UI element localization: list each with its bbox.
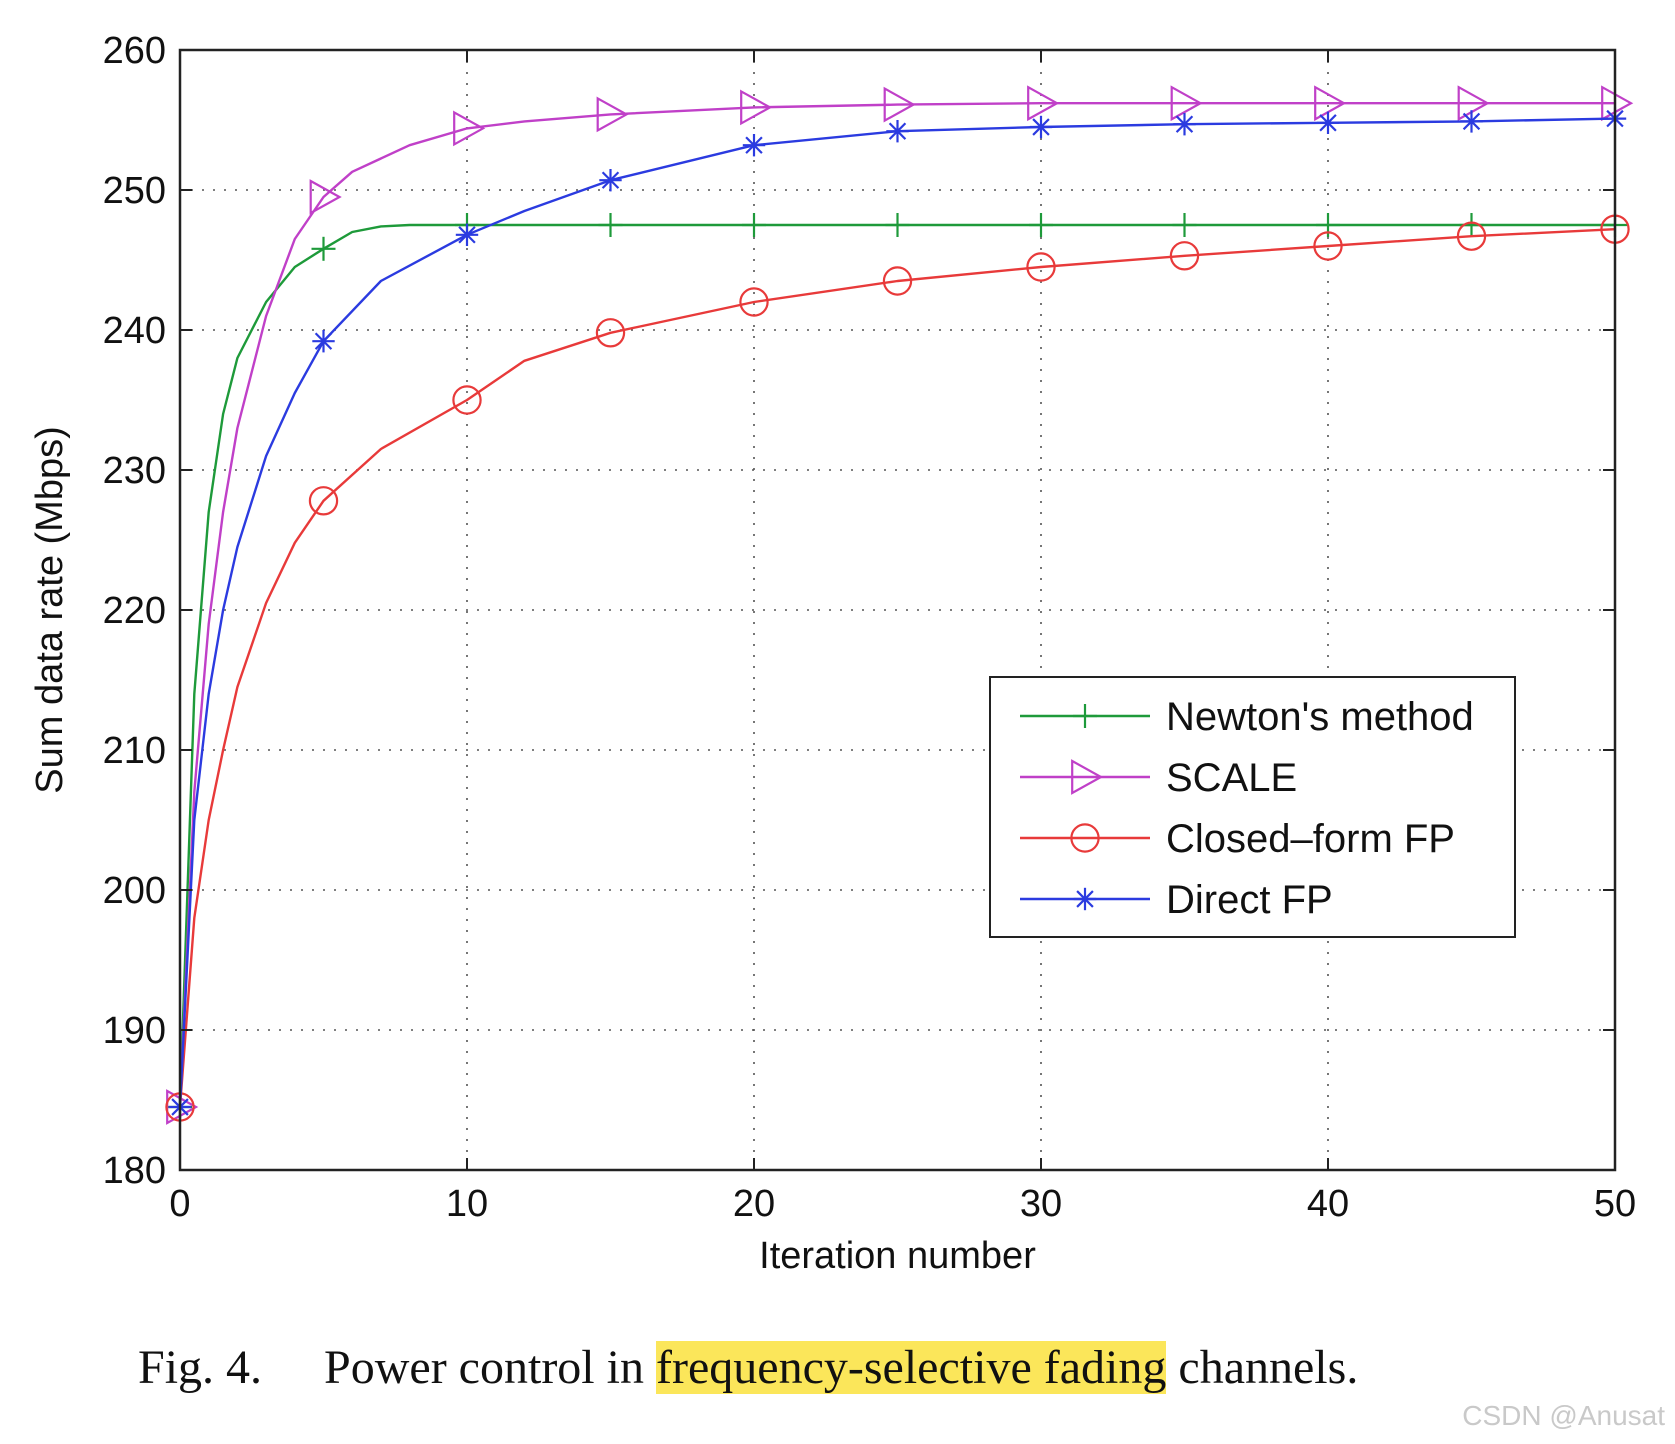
watermark: CSDN @Anusat [1462,1400,1665,1431]
data-point-marker [1173,113,1196,136]
data-point-marker [309,179,342,215]
data-point-marker [595,318,626,348]
legend: Newton's method SCALE Closed–form FP Direct… [989,676,1516,938]
data-point-marker [886,120,909,143]
series-1 [166,85,1634,1125]
data-point-marker [1456,221,1487,251]
figure-caption: Fig. 4. Power control in frequency-select… [138,1340,1358,1395]
legend-label: Newton's method [1166,695,1474,739]
data-point-marker [1029,115,1053,139]
legend-box [989,676,1516,938]
y-tick-label: 220 [103,590,166,632]
data-point-marker [885,213,910,237]
caption-figure-label: Fig. 4. [138,1341,263,1394]
legend-label: SCALE [1166,756,1297,800]
data-point-marker [742,213,766,237]
series-3 [168,107,1627,1119]
caption-highlighted-text: frequency-selective fading [655,1341,1167,1394]
y-tick-label: 200 [103,870,166,912]
data-point-marker [453,110,486,147]
data-point-marker [1029,213,1053,237]
y-tick-label: 240 [103,310,166,352]
data-point-marker [1457,85,1490,122]
x-tick-label: 20 [733,1183,775,1225]
series-line [178,223,1615,1108]
y-tick-label: 250 [103,170,166,212]
x-tick-label: 30 [1020,1183,1062,1225]
data-point-marker [1314,85,1347,122]
data-point-marker [308,486,339,516]
x-tick-label: 50 [1594,1183,1636,1225]
y-tick-label: 260 [103,30,166,72]
data-point-marker [599,169,622,192]
data-point-marker [1073,887,1097,911]
x-tick-label: 40 [1307,1183,1349,1225]
data-point-marker [1027,85,1060,122]
series-0 [168,213,1627,1119]
y-tick-label: 190 [103,1010,166,1052]
data-point-marker [1172,213,1197,237]
legend-item: SCALE [1020,756,1297,800]
caption-text-after: channels. [1166,1341,1359,1394]
caption-text-before: Power control in [324,1341,656,1394]
data-point-marker [739,287,769,317]
axis-ticks: 0 10 20 30 40 50 180 190 200 210 220 230 240 250 260 [103,30,1637,1225]
data-point-marker [742,134,766,157]
data-point-marker [452,385,482,415]
x-tick-label: 10 [446,1183,488,1225]
data-point-marker [1071,759,1104,795]
data-point-marker [1169,241,1200,271]
data-point-marker [596,96,629,133]
data-point-marker [455,223,479,246]
data-point-marker [311,236,336,261]
data-point-marker [1460,110,1483,133]
y-tick-label: 230 [103,450,166,492]
data-point-marker [1073,704,1097,728]
data-point-marker [1316,111,1340,134]
y-axis-label: Sum data rate (Mbps) [29,426,71,793]
legend-item: Closed–form FP [1020,817,1455,861]
data-point-marker [1026,252,1056,282]
chart: 0 10 20 30 40 50 180 190 200 210 220 230 240 250 260 I… [29,30,1637,1277]
series-line [178,228,1616,1108]
legend-item: Newton's method [1020,695,1474,739]
data-point-marker [598,213,623,237]
series-line [178,102,1615,1108]
y-tick-label: 180 [103,1150,166,1192]
legend-item: Direct FP [1020,878,1333,922]
data-point-marker [1070,823,1100,853]
x-tick-label: 0 [169,1183,190,1225]
legend-label: Closed–form FP [1166,817,1455,861]
data-point-marker [1170,85,1203,122]
data-point-marker [882,266,913,296]
data-point-marker [740,89,773,126]
data-point-marker [312,330,335,353]
data-point-marker [1313,231,1343,261]
x-axis-label: Iteration number [759,1235,1036,1277]
series-layer [165,85,1634,1125]
y-tick-label: 210 [103,730,166,772]
legend-label: Direct FP [1166,878,1333,922]
series-2 [165,214,1630,1122]
data-point-marker [1601,85,1634,122]
data-point-marker [883,86,916,123]
